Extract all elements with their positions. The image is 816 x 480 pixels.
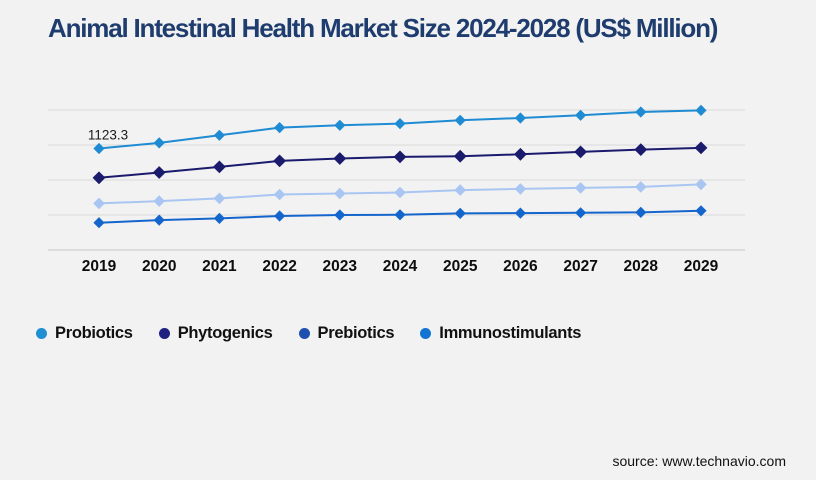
series-marker-immunostimulants-2019 xyxy=(93,217,105,229)
x-tick-label-2025: 2025 xyxy=(443,258,478,275)
series-marker-immunostimulants-2026 xyxy=(514,207,526,219)
legend-label-prebiotics: Prebiotics xyxy=(317,324,395,342)
x-tick-label-2020: 2020 xyxy=(142,258,176,275)
series-marker-phytogenics-2024 xyxy=(393,150,407,164)
series-marker-prebiotics-2020 xyxy=(153,195,165,207)
series-marker-phytogenics-2019 xyxy=(92,171,106,185)
x-tick-label-2019: 2019 xyxy=(82,258,117,275)
series-marker-phytogenics-2020 xyxy=(152,166,166,179)
x-tick-label-2026: 2026 xyxy=(503,258,538,275)
series-marker-probiotics-2024 xyxy=(394,118,406,130)
series-marker-probiotics-2029 xyxy=(695,104,707,116)
legend-item-prebiotics: Prebiotics xyxy=(298,324,395,343)
series-marker-immunostimulants-2022 xyxy=(274,210,286,222)
series-marker-immunostimulants-2028 xyxy=(635,206,647,218)
x-tick-label-2023: 2023 xyxy=(323,258,358,275)
legend-item-phytogenics: Phytogenics xyxy=(158,324,273,343)
legend-item-probiotics: Probiotics xyxy=(36,324,133,343)
x-tick-label-2029: 2029 xyxy=(684,258,719,275)
series-marker-probiotics-2020 xyxy=(153,137,165,149)
series-marker-immunostimulants-2023 xyxy=(334,209,346,221)
series-marker-prebiotics-2023 xyxy=(334,187,346,200)
series-marker-probiotics-2019 xyxy=(93,142,105,155)
source-attribution: source: www.technavio.com xyxy=(612,453,786,469)
series-marker-immunostimulants-2024 xyxy=(394,209,406,221)
series-marker-phytogenics-2023 xyxy=(333,152,347,165)
series-marker-probiotics-2022 xyxy=(274,122,286,134)
legend-item-immunostimulants: Immunostimulants xyxy=(420,324,581,343)
chart-title: Animal Intestinal Health Market Size 202… xyxy=(48,13,718,43)
series-marker-prebiotics-2026 xyxy=(514,183,527,195)
series-marker-prebiotics-2027 xyxy=(574,182,587,194)
chart-legend: Probiotics Phytogenics Prebiotics Immunosti… xyxy=(36,324,581,343)
series-marker-probiotics-2025 xyxy=(454,114,466,126)
series-marker-phytogenics-2027 xyxy=(574,145,587,159)
series-marker-probiotics-2026 xyxy=(514,112,526,124)
series-marker-probiotics-2023 xyxy=(334,119,346,131)
legend-dot-probiotics xyxy=(36,328,47,339)
legend-dot-phytogenics xyxy=(158,328,170,339)
series-marker-immunostimulants-2029 xyxy=(695,205,707,217)
x-tick-label-2027: 2027 xyxy=(563,258,597,275)
series-marker-immunostimulants-2020 xyxy=(153,214,165,226)
series-marker-immunostimulants-2025 xyxy=(454,207,466,219)
series-marker-phytogenics-2026 xyxy=(514,147,527,161)
series-marker-probiotics-2027 xyxy=(575,109,587,121)
series-marker-prebiotics-2029 xyxy=(695,178,707,191)
series-marker-prebiotics-2024 xyxy=(394,186,406,199)
series-marker-prebiotics-2021 xyxy=(213,192,226,205)
series-marker-probiotics-2028 xyxy=(635,106,647,118)
data-label-first-point: 1123.3 xyxy=(88,128,128,143)
x-tick-label-2028: 2028 xyxy=(624,258,659,275)
legend-label-immunostimulants: Immunostimulants xyxy=(439,324,582,342)
legend-label-phytogenics: Phytogenics xyxy=(177,324,273,342)
legend-label-probiotics: Probiotics xyxy=(55,324,133,342)
series-marker-immunostimulants-2027 xyxy=(575,207,587,219)
series-marker-prebiotics-2022 xyxy=(273,188,286,201)
series-line-probiotics xyxy=(98,109,702,150)
x-tick-label-2024: 2024 xyxy=(383,258,418,275)
series-marker-probiotics-2021 xyxy=(213,129,225,141)
series-marker-prebiotics-2025 xyxy=(454,184,466,196)
series-marker-phytogenics-2028 xyxy=(634,143,648,156)
series-marker-immunostimulants-2021 xyxy=(213,212,225,224)
x-tick-label-2021: 2021 xyxy=(202,258,237,275)
x-tick-label-2022: 2022 xyxy=(262,258,296,275)
series-marker-prebiotics-2028 xyxy=(635,181,647,193)
series-marker-phytogenics-2029 xyxy=(694,141,708,155)
legend-dot-immunostimulants xyxy=(420,328,432,339)
series-marker-phytogenics-2022 xyxy=(273,154,286,168)
series-marker-phytogenics-2021 xyxy=(213,160,226,174)
series-marker-prebiotics-2019 xyxy=(93,197,105,210)
series-marker-phytogenics-2025 xyxy=(453,149,467,163)
legend-dot-prebiotics xyxy=(298,328,310,339)
